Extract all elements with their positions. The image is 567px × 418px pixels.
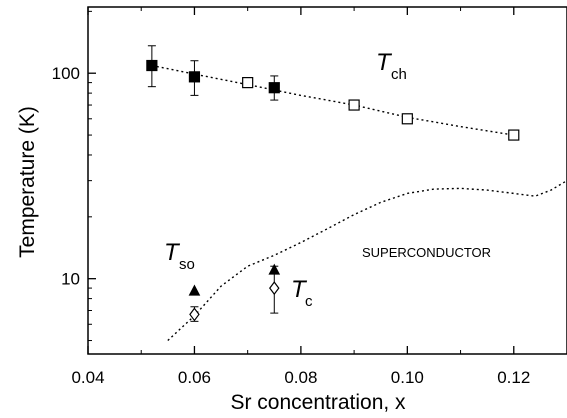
tch-open-square-point <box>508 129 520 141</box>
tso-filled-triangle-point <box>188 284 201 296</box>
y-tick-label: 10 <box>61 270 80 289</box>
x-tick-label: 0.12 <box>497 368 530 387</box>
tc-open-diamond-point <box>189 307 200 322</box>
tc-label: T c <box>291 276 313 310</box>
y-axis-title: Temperature (K) <box>16 106 39 258</box>
x-axis-title: Sr concentration, x <box>230 391 406 414</box>
tch-label-main: T <box>376 49 393 76</box>
x-tick-label: 0.04 <box>71 368 104 387</box>
tso-label-sub: so <box>179 256 195 273</box>
plot-layer <box>146 45 567 342</box>
tch-filled-square-point <box>188 71 201 83</box>
tch-open-square-point <box>401 113 413 125</box>
tch-open-square-point <box>242 77 254 89</box>
axis-layer: 0.04 0.06 0.08 0.10 0.12 10 100 <box>52 6 567 387</box>
tch-fit-line <box>151 64 514 136</box>
x-tick-label: 0.06 <box>178 368 211 387</box>
tch-filled-square-point <box>146 59 158 72</box>
tch-label-sub: ch <box>391 66 407 83</box>
tso-label-main: T <box>164 239 181 266</box>
x-tick-label: 0.10 <box>391 368 424 387</box>
tch-filled-square-point <box>268 82 280 94</box>
superconducting-boundary-line <box>167 179 567 342</box>
tso-label: T so <box>164 239 195 273</box>
plot-frame <box>87 6 567 355</box>
y-tick-label: 100 <box>52 64 80 83</box>
tso-filled-triangle-point <box>268 263 281 275</box>
superconductor-region-label: SUPERCONDUCTOR <box>362 245 491 260</box>
x-tick-label: 0.08 <box>284 368 317 387</box>
tc-label-sub: c <box>305 293 313 310</box>
tc-open-diamond-point <box>269 281 280 296</box>
tc-label-main: T <box>291 276 308 303</box>
tch-label: T ch <box>376 49 407 83</box>
tch-open-square-point <box>348 99 360 111</box>
